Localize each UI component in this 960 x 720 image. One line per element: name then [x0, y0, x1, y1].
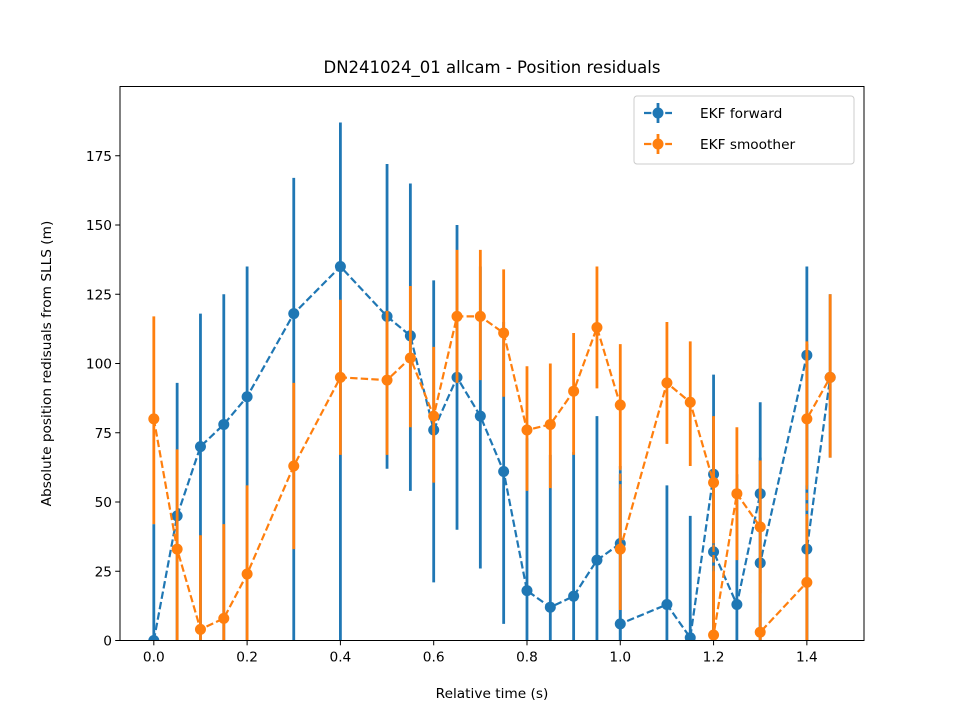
data-point — [171, 543, 183, 555]
y-tick-label: 125 — [86, 287, 112, 303]
legend-marker — [652, 107, 664, 119]
legend-box — [633, 95, 855, 165]
data-point — [568, 590, 580, 602]
data-point — [591, 554, 603, 566]
data-point — [428, 410, 440, 422]
data-point — [451, 310, 463, 322]
data-point — [241, 568, 253, 580]
data-point — [568, 385, 580, 397]
axis-ticks: 0.0 0.2 0.4 0.6 0.8 1.0 1.2 1.4 0 25 50 75 100 125 150… — [86, 149, 818, 666]
data-point — [614, 399, 626, 411]
data-point — [148, 635, 160, 641]
data-point — [544, 601, 556, 613]
series-ekf-smoother — [148, 249, 836, 641]
plot-series-group — [148, 122, 836, 641]
y-tick-label: 25 — [95, 564, 112, 580]
data-point — [661, 377, 673, 389]
y-axis-label: Absolute position redisuals from SLLS (m… — [39, 221, 55, 507]
data-point — [661, 598, 673, 610]
data-point — [521, 424, 533, 436]
data-point — [334, 371, 346, 383]
x-tick-label: 0.2 — [236, 650, 258, 666]
y-tick-label: 100 — [86, 357, 112, 373]
data-point — [614, 618, 626, 630]
data-point — [708, 477, 720, 489]
x-tick-label: 0.6 — [423, 650, 445, 666]
data-point — [731, 488, 743, 500]
chart-title: DN241024_01 allcam - Position residuals — [324, 58, 661, 78]
legend-label: EKF forward — [700, 106, 782, 122]
data-point — [731, 598, 743, 610]
legend-marker — [652, 138, 664, 150]
data-point — [194, 623, 206, 635]
data-point — [334, 261, 346, 273]
data-point — [801, 576, 813, 588]
data-point — [801, 413, 813, 425]
data-point — [381, 374, 393, 386]
legend-label: EKF smoother — [700, 137, 796, 153]
legend: EKF forward EKF smoother — [633, 95, 855, 165]
x-tick-label: 0.0 — [143, 650, 165, 666]
data-point — [241, 391, 253, 403]
y-tick-label: 175 — [86, 149, 112, 165]
data-point — [288, 460, 300, 472]
data-point — [474, 410, 486, 422]
data-point — [288, 308, 300, 320]
data-point — [708, 546, 720, 558]
data-point — [708, 629, 720, 641]
data-point — [754, 521, 766, 533]
y-tick-label: 75 — [95, 426, 112, 442]
x-tick-label: 1.4 — [796, 650, 818, 666]
data-point — [614, 543, 626, 555]
data-point — [404, 352, 416, 364]
data-point — [498, 466, 510, 478]
data-point — [218, 418, 230, 430]
plot-area — [148, 122, 836, 641]
data-point — [591, 321, 603, 333]
x-tick-label: 1.2 — [703, 650, 725, 666]
data-point — [684, 396, 696, 408]
data-point — [474, 310, 486, 322]
data-point — [194, 441, 206, 453]
x-tick-label: 0.8 — [516, 650, 538, 666]
data-point — [498, 327, 510, 339]
y-tick-label: 50 — [95, 495, 112, 511]
data-point — [218, 612, 230, 624]
data-point — [544, 418, 556, 430]
data-point — [824, 371, 836, 383]
data-point — [684, 632, 696, 641]
y-tick-label: 150 — [86, 218, 112, 234]
x-tick-label: 1.0 — [609, 650, 631, 666]
y-tick-label: 0 — [103, 634, 112, 650]
x-tick-label: 0.4 — [330, 650, 352, 666]
data-point — [148, 413, 160, 425]
x-axis-label: Relative time (s) — [436, 686, 549, 702]
data-point — [754, 626, 766, 638]
data-point — [521, 585, 533, 597]
